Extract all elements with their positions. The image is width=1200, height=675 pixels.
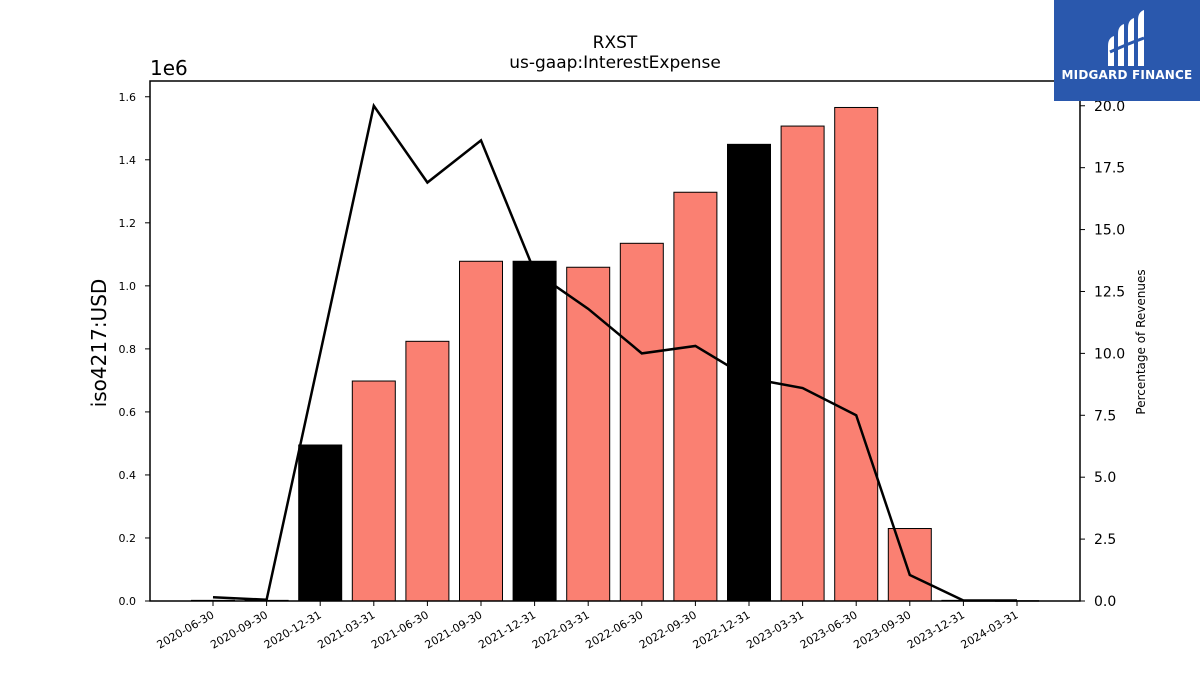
x-tick-label: 2022-09-30 — [637, 608, 699, 651]
bar-2021-03-31 — [351, 380, 396, 602]
bar-2023-03-31 — [780, 125, 825, 602]
x-tick-label: 2020-09-30 — [208, 608, 270, 651]
x-tick-label: 2021-03-31 — [315, 608, 377, 651]
y-tick-label: 1.0 — [119, 280, 137, 293]
y-tick-label: 1.6 — [119, 91, 137, 104]
bar-2021-06-30 — [405, 340, 450, 602]
y2-tick-label: 10.0 — [1094, 346, 1125, 362]
y2-tick-label: 17.5 — [1094, 161, 1125, 177]
y2-tick-label: 20.0 — [1094, 99, 1125, 115]
logo-text: MIDGARD FINANCE — [1061, 68, 1193, 82]
x-tick-label: 2020-12-31 — [262, 608, 324, 651]
y2-tick-label: 0.0 — [1094, 594, 1116, 610]
x-tick-label: 2024-03-31 — [959, 608, 1021, 651]
line-percentage-of-revenues — [212, 102, 1017, 602]
bar-2020-12-31 — [298, 444, 343, 602]
chart-title: RXST — [593, 33, 638, 53]
y-multiplier-label: 1e6 — [150, 56, 188, 80]
x-tick-label: 2020-06-30 — [155, 608, 217, 651]
y2-tick-label: 15.0 — [1094, 223, 1125, 239]
bar-2021-09-30 — [459, 260, 503, 602]
x-tick-label: 2023-09-30 — [851, 608, 913, 651]
plot-frame — [149, 80, 1081, 602]
bar-series — [191, 106, 1039, 602]
midgard-finance-logo: MIDGARD FINANCE — [1054, 0, 1200, 101]
chart-subtitle: us-gaap:InterestExpense — [509, 53, 721, 73]
y-tick-label: 0.0 — [119, 595, 137, 608]
y-tick-label: 0.4 — [119, 469, 137, 482]
y-tick-label: 0.2 — [119, 532, 137, 545]
x-tick-label: 2021-06-30 — [369, 608, 431, 651]
x-tick-label: 2021-09-30 — [423, 608, 485, 651]
x-tick-label: 2022-03-31 — [530, 608, 592, 651]
y-tick-label: 0.8 — [119, 343, 137, 356]
bar-2022-09-30 — [673, 191, 718, 602]
bar-2023-06-30 — [834, 106, 879, 602]
x-tick-label: 2023-12-31 — [905, 608, 967, 651]
x-tick-label: 2022-12-31 — [691, 608, 753, 651]
bar-2022-06-30 — [619, 242, 664, 602]
y2-tick-label: 12.5 — [1094, 284, 1125, 300]
y2-tick-label: 7.5 — [1094, 408, 1116, 424]
bar-2023-09-30 — [887, 528, 932, 602]
line-series — [212, 102, 1018, 602]
y-axis-label: iso4217:USD — [87, 279, 111, 408]
x-tick-label: 2023-03-31 — [744, 608, 806, 651]
logo-mark-icon — [1108, 10, 1145, 66]
bar-2022-12-31 — [727, 143, 771, 602]
y2-axis-label: Percentage of Revenues — [1134, 269, 1148, 414]
x-tick-label: 2021-12-31 — [476, 608, 538, 651]
y-tick-label: 0.6 — [119, 406, 137, 419]
bar-2021-12-31 — [512, 260, 557, 602]
y-tick-label: 1.4 — [119, 154, 137, 167]
bar-2022-03-31 — [566, 266, 611, 602]
x-tick-label: 2022-06-30 — [583, 608, 645, 651]
x-tick-label: 2023-06-30 — [798, 608, 860, 651]
y-tick-label: 1.2 — [119, 217, 137, 230]
y2-tick-label: 5.0 — [1094, 470, 1116, 486]
y2-tick-label: 2.5 — [1094, 532, 1116, 548]
